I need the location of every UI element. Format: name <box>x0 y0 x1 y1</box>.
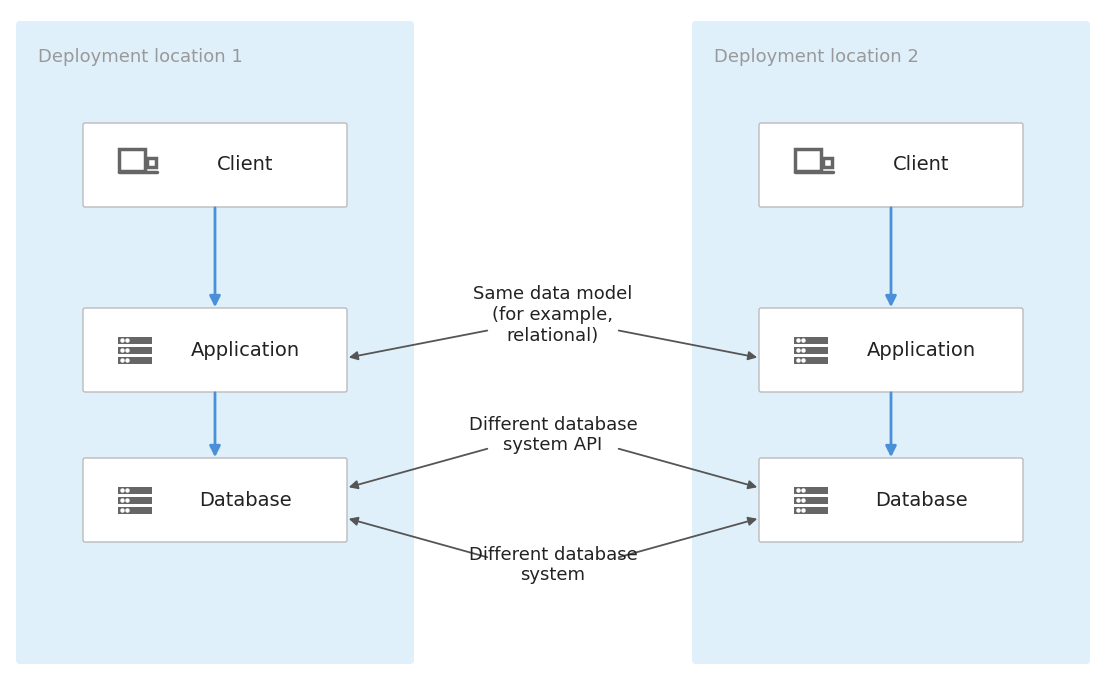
Text: Application: Application <box>866 341 975 360</box>
Text: Different database
system: Different database system <box>469 546 637 584</box>
Bar <box>118 506 152 514</box>
FancyBboxPatch shape <box>759 458 1023 542</box>
Bar <box>794 506 828 514</box>
Bar <box>794 497 828 503</box>
FancyBboxPatch shape <box>759 123 1023 207</box>
FancyBboxPatch shape <box>759 308 1023 392</box>
FancyBboxPatch shape <box>83 458 347 542</box>
Text: Application: Application <box>190 341 300 360</box>
Text: Database: Database <box>875 490 968 510</box>
Bar <box>794 486 828 493</box>
Bar <box>118 486 152 493</box>
Bar <box>794 337 828 343</box>
Bar <box>794 347 828 354</box>
FancyBboxPatch shape <box>692 21 1091 664</box>
Text: Client: Client <box>893 155 949 174</box>
FancyBboxPatch shape <box>83 123 347 207</box>
Bar <box>118 347 152 354</box>
Text: Same data model
(for example,
relational): Same data model (for example, relational… <box>473 285 633 345</box>
FancyBboxPatch shape <box>15 21 414 664</box>
Text: Client: Client <box>217 155 273 174</box>
Bar <box>118 497 152 503</box>
Text: Deployment location 2: Deployment location 2 <box>714 48 919 66</box>
Text: Deployment location 1: Deployment location 1 <box>38 48 242 66</box>
Bar <box>118 356 152 363</box>
Text: Different database
system API: Different database system API <box>469 416 637 454</box>
Bar <box>118 337 152 343</box>
Text: Database: Database <box>199 490 291 510</box>
FancyBboxPatch shape <box>83 308 347 392</box>
Bar <box>794 356 828 363</box>
